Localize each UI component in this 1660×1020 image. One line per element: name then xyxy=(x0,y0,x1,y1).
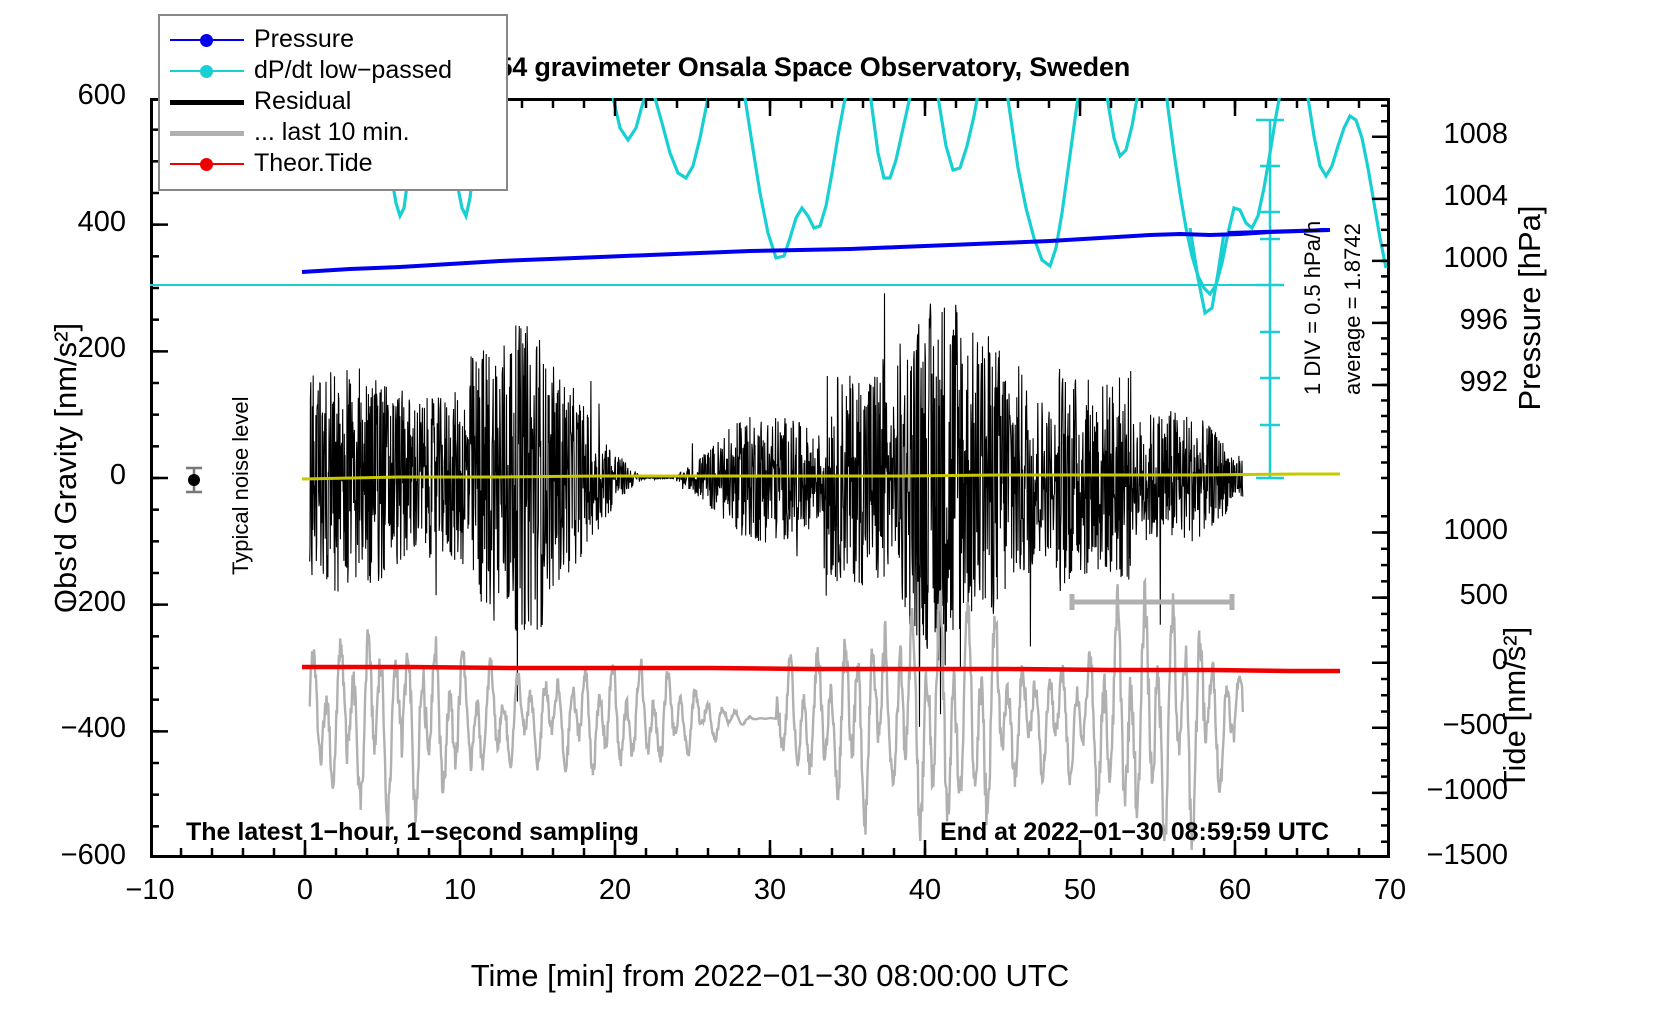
series-dpdt-dip xyxy=(1188,227,1226,316)
y-axis-tide-title: Tide [nm/s²] xyxy=(1497,626,1532,790)
annotation-bottom-right: End at 2022−01−30 08:59:59 UTC xyxy=(940,818,1330,846)
legend-swatch-icon xyxy=(170,92,244,112)
x-tick-1: 0 xyxy=(296,874,314,906)
legend-label: Pressure xyxy=(254,25,355,53)
legend-label: dP/dt low−passed xyxy=(254,56,453,84)
plot-area xyxy=(150,98,1390,858)
y-tick-tide-0: 1000 xyxy=(1443,513,1508,546)
legend: Pressure dP/dt low−passed Residual ... last… xyxy=(158,14,508,191)
legend-swatch-icon xyxy=(170,30,244,50)
y-tick-tide-3: −500 xyxy=(1442,708,1508,741)
chart-title: SCG_054 gravimeter Onsala Space Observat… xyxy=(409,52,1131,82)
legend-label: Theor.Tide xyxy=(254,149,373,177)
legend-label: ... last 10 min. xyxy=(254,118,410,146)
y-tick-left-4: −200 xyxy=(60,585,126,618)
legend-item-2: Residual xyxy=(170,86,496,117)
div-scale-bar xyxy=(1256,118,1284,480)
series-theor-tide xyxy=(302,664,1340,674)
series-last-10-min xyxy=(308,576,1244,850)
y-tick-tide-2: 0 xyxy=(1491,643,1508,676)
legend-item-4: Theor.Tide xyxy=(170,148,496,179)
annotation-bottom-left: The latest 1−hour, 1−second sampling xyxy=(186,818,639,846)
legend-swatch-icon xyxy=(170,61,244,81)
annotation-noise-level: Typical noise level xyxy=(228,396,253,575)
series-dpdt-lowpassed xyxy=(380,98,1388,297)
y-tick-left-2: 200 xyxy=(77,332,126,365)
x-tick-4: 30 xyxy=(753,874,787,906)
y-axis-left-title: Obs'd Gravity [nm/s²] xyxy=(48,322,83,614)
x-tick-7: 60 xyxy=(1218,874,1252,906)
noise-level-dot xyxy=(188,474,200,486)
legend-item-1: dP/dt low−passed xyxy=(170,55,496,86)
y-tick-pressure-1: 1004 xyxy=(1443,179,1508,212)
y-tick-tide-5: −1500 xyxy=(1426,839,1508,871)
x-tick-3: 20 xyxy=(598,874,632,906)
series-tide-overlay xyxy=(301,472,1340,481)
y-tick-left-3: 0 xyxy=(109,459,126,491)
y-tick-left-5: −400 xyxy=(60,712,126,745)
y-tick-tide-1: 500 xyxy=(1459,578,1508,611)
y-tick-left-1: 400 xyxy=(77,205,126,238)
series-pressure xyxy=(301,228,1331,274)
x-axis-title: Time [min] from 2022−01−30 08:00:00 UTC xyxy=(470,958,1070,993)
y-tick-left-6: −600 xyxy=(60,839,126,871)
legend-label: Residual xyxy=(254,87,352,115)
legend-swatch-icon xyxy=(170,123,244,143)
annotation-div-average: average = 1.8742 xyxy=(1340,223,1365,395)
y-tick-tide-4: −1000 xyxy=(1426,773,1508,806)
x-tick-5: 40 xyxy=(908,874,942,906)
y-tick-pressure-4: 992 xyxy=(1459,365,1508,398)
series-residual xyxy=(309,293,1244,727)
x-tick-0: −10 xyxy=(125,874,175,906)
last10-span-bar xyxy=(1069,594,1235,610)
legend-item-0: Pressure xyxy=(170,24,496,55)
legend-item-3: ... last 10 min. xyxy=(170,117,496,148)
x-tick-8: 70 xyxy=(1373,874,1407,906)
y-tick-pressure-2: 1000 xyxy=(1443,241,1508,274)
x-tick-2: 10 xyxy=(443,874,477,906)
legend-swatch-icon xyxy=(170,154,244,174)
annotation-div-scale: 1 DIV = 0.5 hPa/h xyxy=(1300,220,1325,395)
y-tick-pressure-3: 996 xyxy=(1459,303,1508,336)
y-axis-pressure-title: Pressure [hPa] xyxy=(1512,205,1547,411)
y-tick-pressure-0: 1008 xyxy=(1443,117,1508,150)
y-tick-left-0: 600 xyxy=(77,79,126,111)
x-tick-6: 50 xyxy=(1063,874,1097,906)
